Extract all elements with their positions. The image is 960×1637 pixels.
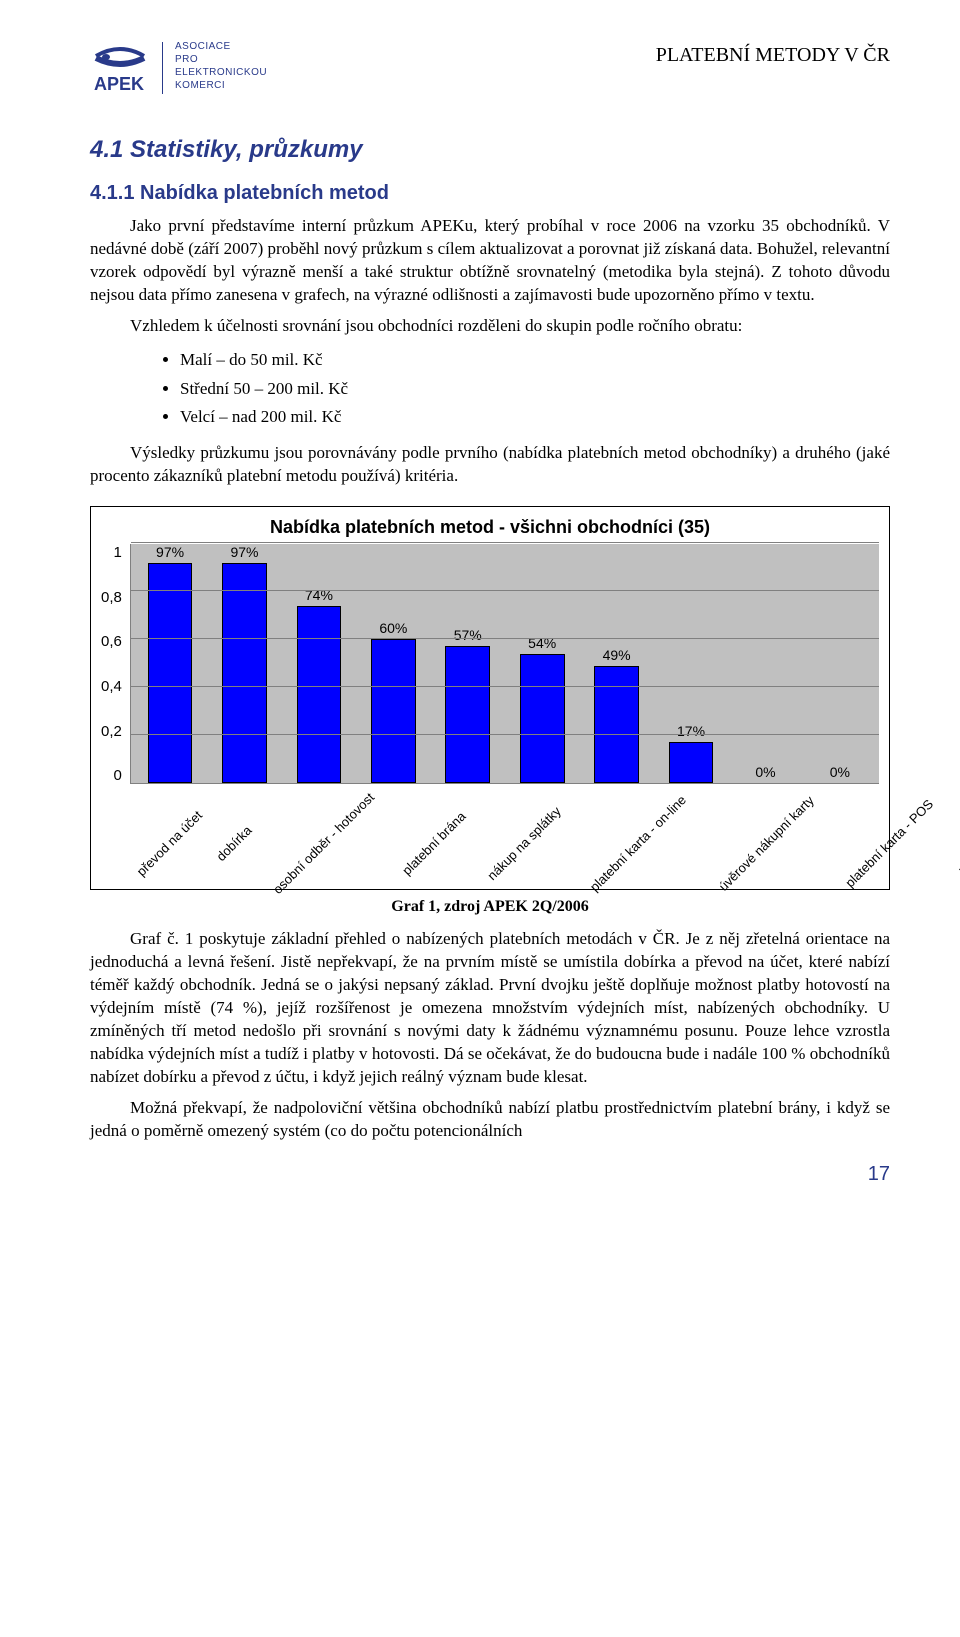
header-title: PLATEBNÍ METODY V ČR (656, 44, 890, 67)
paragraph-3: Výsledky průzkumu jsou porovnávány podle… (90, 442, 890, 488)
list-item: Malí – do 50 mil. Kč (180, 346, 890, 375)
bar-value-label: 0% (830, 764, 850, 780)
list-item: Velcí – nad 200 mil. Kč (180, 403, 890, 432)
bar-value-label: 74% (305, 587, 333, 603)
section-heading: 4.1 Statistiky, průzkumy (90, 136, 890, 164)
bar (520, 654, 565, 784)
page-header: APEK ASOCIACE PRO ELEKTRONICKOU KOMERCI … (90, 40, 890, 96)
bar (669, 742, 714, 783)
bullet-list: Malí – do 50 mil. Kč Střední 50 – 200 mi… (90, 346, 890, 433)
ytick: 0,6 (101, 633, 122, 650)
ytick: 0 (114, 767, 122, 784)
apek-logo-icon: APEK (90, 40, 150, 96)
ytick: 1 (114, 544, 122, 561)
bars-container: 97% 97% 74% 60% 57% 54% 49% 17% 0% 0% (131, 544, 879, 783)
ytick: 0,4 (101, 678, 122, 695)
bar-value-label: 57% (454, 627, 482, 643)
grid-line (131, 638, 879, 639)
ytick: 0,2 (101, 723, 122, 740)
bar (594, 666, 639, 784)
logo-line-4: KOMERCI (175, 79, 267, 92)
bar-value-label: 97% (156, 544, 184, 560)
logo-line-3: ELEKTRONICKOU (175, 66, 267, 79)
bar-slot: 0% (803, 544, 877, 783)
logo-line-2: PRO (175, 53, 267, 66)
bar-value-label: 0% (755, 764, 775, 780)
grid-line (131, 734, 879, 735)
bar-slot: 0% (728, 544, 802, 783)
grid-line (131, 686, 879, 687)
bar-slot: 54% (505, 544, 579, 783)
bar (148, 563, 193, 783)
logo-text: ASOCIACE PRO ELEKTRONICKOU KOMERCI (175, 40, 267, 92)
chart-title: Nabídka platebních metod - všichni obcho… (101, 517, 879, 538)
bar-slot: 49% (579, 544, 653, 783)
bar-value-label: 49% (603, 647, 631, 663)
subsection-heading: 4.1.1 Nabídka platebních metod (90, 182, 890, 205)
x-label: platební karta - POS (842, 797, 960, 947)
logo-block: APEK ASOCIACE PRO ELEKTRONICKOU KOMERCI (90, 40, 267, 96)
grid-line (131, 542, 879, 543)
bar-slot: 97% (207, 544, 281, 783)
plot-area: 97% 97% 74% 60% 57% 54% 49% 17% 0% 0% (130, 544, 879, 784)
x-axis-labels: převod na účetdobírkaosobní odběr - hoto… (141, 788, 879, 883)
bar-slot: 17% (654, 544, 728, 783)
paragraph-5: Možná překvapí, že nadpoloviční většina … (90, 1097, 890, 1143)
bar-slot: 57% (431, 544, 505, 783)
bar (445, 646, 490, 783)
bar-slot: 74% (282, 544, 356, 783)
paragraph-4: Graf č. 1 poskytuje základní přehled o n… (90, 928, 890, 1089)
logo-divider (162, 42, 163, 94)
bar (222, 563, 267, 783)
y-axis: 1 0,8 0,6 0,4 0,2 0 (101, 544, 130, 784)
logo-line-1: ASOCIACE (175, 40, 267, 53)
chart-frame: Nabídka platebních metod - všichni obcho… (90, 506, 890, 890)
svg-text:APEK: APEK (94, 74, 144, 94)
bar-slot: 97% (133, 544, 207, 783)
paragraph-1: Jako první představíme interní průzkum A… (90, 215, 890, 307)
chart-body: 1 0,8 0,6 0,4 0,2 0 97% 97% 74% 60% 57% 54% 49… (101, 544, 879, 784)
page: APEK ASOCIACE PRO ELEKTRONICKOU KOMERCI … (0, 0, 960, 1226)
list-item: Střední 50 – 200 mil. Kč (180, 375, 890, 404)
bar-value-label: 60% (379, 620, 407, 636)
paragraph-2: Vzhledem k účelnosti srovnání jsou obcho… (90, 315, 890, 338)
page-number: 17 (90, 1163, 890, 1186)
grid-line (131, 590, 879, 591)
ytick: 0,8 (101, 589, 122, 606)
bar-value-label: 54% (528, 635, 556, 651)
bar (371, 639, 416, 783)
bar (297, 606, 342, 784)
bar-value-label: 17% (677, 723, 705, 739)
bar-slot: 60% (356, 544, 430, 783)
bar-value-label: 97% (230, 544, 258, 560)
